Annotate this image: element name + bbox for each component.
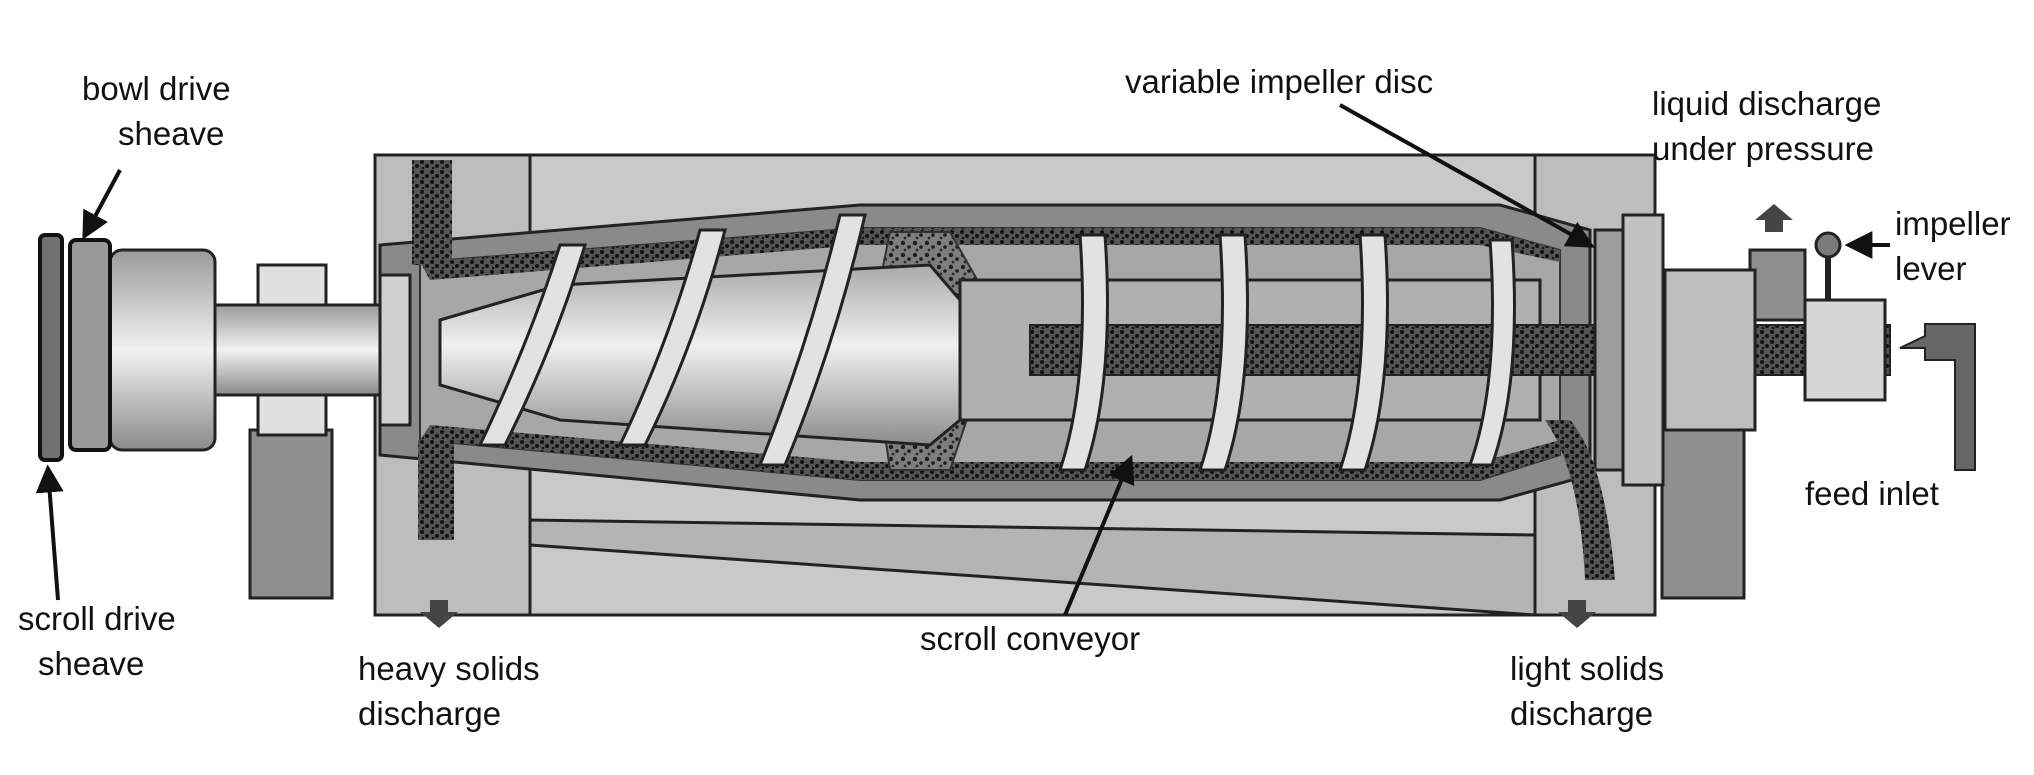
heavy-solids-down-arrow <box>420 600 458 628</box>
right-bearing-block <box>1663 268 1757 432</box>
light-solids-stream <box>1545 420 1615 580</box>
left-bearing-bottom <box>256 393 328 437</box>
leader-bowl-drive <box>82 169 122 240</box>
flight-1 <box>477 243 588 447</box>
flight-6 <box>1337 233 1389 472</box>
label-liquid-discharge: liquid discharge under pressure <box>1652 85 1890 167</box>
feed-tube <box>1029 324 1891 376</box>
solids-streams <box>412 160 1615 580</box>
solids-layer-bottom <box>420 425 1560 480</box>
flight-3 <box>757 213 867 467</box>
bowl-drive-hub <box>108 248 217 452</box>
impeller-housing <box>1621 213 1665 487</box>
impeller-lever-knob <box>1814 231 1842 259</box>
label-light-solids-discharge: light solids discharge <box>1510 650 1673 732</box>
leader-lines <box>35 103 1890 616</box>
heavy-solids-stream-lower <box>418 440 454 540</box>
light-solids-down-arrow <box>1558 600 1596 628</box>
bowl-drive-sheave-part <box>68 238 112 452</box>
feed-inlet-arrow <box>1899 323 1976 471</box>
left-support-foot <box>248 428 334 600</box>
scroll-flights <box>477 213 1516 472</box>
right-shaft-housing <box>1803 298 1887 402</box>
leader-scroll-conveyor <box>1063 454 1135 616</box>
diagram-labels: bowl drive sheave scroll drive sheave va… <box>18 63 2020 732</box>
label-feed-inlet: feed inlet <box>1805 475 1939 512</box>
liquid-outlet-stack <box>1748 248 1807 322</box>
liquid-discharge-up-arrow <box>1755 204 1793 232</box>
label-bowl-drive-sheave: bowl drive sheave <box>82 70 240 152</box>
left-bearing-top <box>256 263 328 307</box>
impeller-disc <box>1593 228 1625 472</box>
impeller-assembly <box>1593 213 1887 487</box>
flight-5 <box>1197 233 1249 472</box>
label-scroll-conveyor: scroll conveyor <box>920 620 1140 657</box>
leader-impeller-disc <box>1339 103 1595 248</box>
left-main-shaft <box>213 303 397 397</box>
flight-4 <box>1057 233 1109 472</box>
flight-2 <box>617 228 727 447</box>
left-shaft-flange <box>378 273 412 427</box>
flow-arrows <box>420 204 1976 628</box>
drive-end <box>38 233 412 462</box>
scroll-drive-sheave-part <box>38 233 64 462</box>
label-heavy-solids-discharge: heavy solids discharge <box>358 650 549 732</box>
label-scroll-drive-sheave: scroll drive sheave <box>18 600 185 682</box>
label-variable-impeller-disc: variable impeller disc <box>1125 63 1433 100</box>
heavy-solids-stream-upper <box>412 160 452 265</box>
leader-scroll-drive <box>35 464 64 601</box>
scroll-conveyor <box>438 213 1891 472</box>
right-support-foot <box>1660 428 1746 600</box>
housing-lower-shell <box>528 518 1537 617</box>
flight-7 <box>1467 238 1516 467</box>
label-impeller-lever: impeller lever <box>1895 205 2020 287</box>
